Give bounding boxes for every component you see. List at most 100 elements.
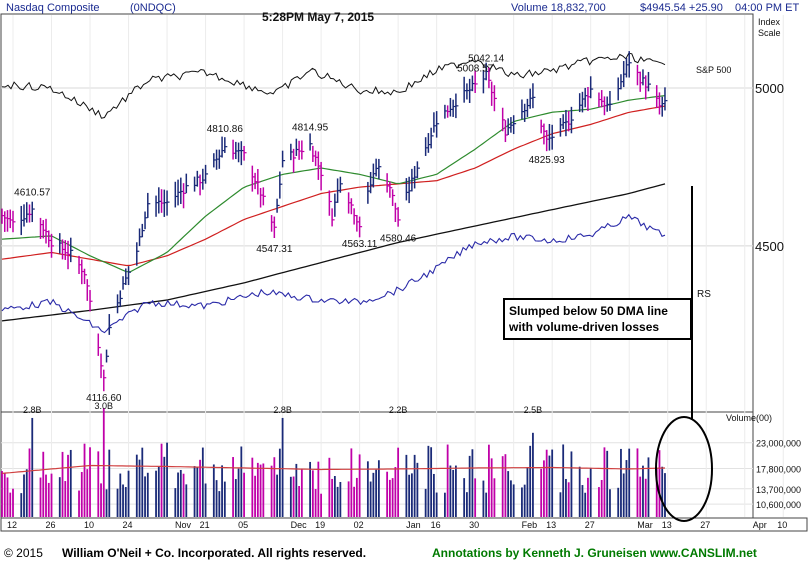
volume-bar bbox=[474, 478, 477, 517]
volume-bar bbox=[281, 417, 284, 517]
volume-bar bbox=[526, 467, 529, 517]
ma50-line bbox=[1, 95, 666, 273]
volume-bar bbox=[199, 459, 201, 517]
volume-bar bbox=[141, 447, 144, 517]
volume-bar bbox=[388, 479, 391, 517]
volume-bar bbox=[584, 492, 587, 517]
volume-bar bbox=[355, 477, 358, 517]
volume-bar bbox=[628, 448, 631, 517]
volume-bar bbox=[317, 461, 320, 517]
volume-bar bbox=[559, 492, 562, 517]
volume-bar bbox=[160, 443, 163, 517]
volume-bar bbox=[295, 463, 298, 517]
volume-bar bbox=[452, 469, 455, 517]
volume-bar bbox=[617, 487, 620, 517]
date-tick-label: 10 bbox=[84, 520, 94, 530]
date-tick-label: 12 bbox=[7, 520, 17, 530]
date-tick-label: 02 bbox=[354, 520, 364, 530]
price-label: 5008.57 bbox=[457, 63, 494, 74]
date-tick-label: 05 bbox=[238, 520, 248, 530]
volume-bar bbox=[416, 462, 419, 517]
volume-bar bbox=[58, 477, 61, 517]
volume-bar bbox=[177, 472, 179, 517]
volume-bar bbox=[490, 458, 493, 517]
date-tick-label: Dec bbox=[291, 520, 308, 530]
annotation-line-2: with volume-driven losses bbox=[508, 320, 659, 334]
volume-peak-label: 3.0B bbox=[95, 401, 114, 411]
volume-bar bbox=[435, 492, 438, 517]
volume-average-line bbox=[1, 464, 666, 474]
volume-bar bbox=[105, 489, 108, 517]
volume-bar bbox=[251, 457, 254, 517]
volume-tick-label: 23,000,000 bbox=[756, 439, 801, 449]
volume-bar bbox=[331, 478, 334, 517]
volume-bar bbox=[482, 480, 485, 517]
volume-bar bbox=[166, 442, 168, 517]
date-tick-label: 10 bbox=[777, 520, 787, 530]
volume-bar bbox=[298, 486, 300, 517]
volume-bar bbox=[493, 478, 496, 517]
volume-bar bbox=[31, 417, 34, 517]
volume-bar bbox=[12, 488, 14, 517]
volume-bar bbox=[144, 476, 146, 517]
volume-bar bbox=[455, 465, 457, 517]
volume-bar bbox=[647, 457, 650, 517]
volume-bar bbox=[69, 449, 72, 517]
volume-bar bbox=[25, 469, 28, 517]
price-label: 4814.95 bbox=[292, 123, 329, 134]
date-tick-label: Feb bbox=[522, 520, 538, 530]
price-panel-frame bbox=[0, 13, 754, 413]
price-label: 4610.57 bbox=[14, 187, 51, 198]
volume-bar bbox=[540, 468, 543, 517]
volume-bar bbox=[78, 490, 80, 517]
volume-bar bbox=[262, 463, 265, 517]
volume-bar bbox=[1, 471, 3, 517]
volume-bar bbox=[532, 432, 534, 517]
price-bars bbox=[1, 51, 668, 392]
volume-bar bbox=[620, 448, 622, 517]
date-tick-label: 26 bbox=[46, 520, 56, 530]
volume-bar bbox=[609, 489, 611, 517]
volume-peak-label: 2.5B bbox=[524, 405, 543, 415]
date-tick-label: 24 bbox=[123, 520, 133, 530]
price-change-readout: $4945.54 +25.90 bbox=[640, 2, 723, 14]
volume-bar bbox=[622, 473, 625, 517]
date-tick-label: 13 bbox=[662, 520, 672, 530]
index-scale-label: Index bbox=[758, 17, 781, 27]
volume-bar bbox=[339, 481, 342, 517]
volume-bar bbox=[664, 473, 666, 517]
date-tick-label: Nov bbox=[175, 520, 192, 530]
volume-bar bbox=[212, 464, 215, 517]
volume-bar bbox=[232, 457, 234, 517]
date-axis-frame bbox=[0, 517, 808, 532]
volume-bar bbox=[589, 467, 592, 517]
volume-bar bbox=[39, 477, 42, 517]
volume-bar bbox=[377, 460, 380, 517]
price-label: 4810.86 bbox=[207, 124, 244, 135]
volume-bar bbox=[193, 466, 196, 517]
volume-bar bbox=[468, 455, 471, 517]
volume-bar bbox=[655, 468, 658, 517]
volume-bar bbox=[587, 477, 589, 517]
index-name: Nasdaq Composite bbox=[6, 2, 100, 14]
volume-bar bbox=[157, 466, 160, 517]
volume-bar bbox=[567, 482, 570, 517]
date-tick-label: 21 bbox=[200, 520, 210, 530]
volume-bar bbox=[64, 481, 67, 517]
ma200-line bbox=[1, 183, 666, 322]
volume-bar bbox=[185, 484, 188, 517]
volume-bar bbox=[466, 492, 468, 517]
volume-bar bbox=[300, 468, 303, 517]
volume-bar bbox=[237, 468, 240, 517]
volume-bar bbox=[9, 492, 12, 517]
annotation-box bbox=[503, 298, 692, 340]
volume-bar bbox=[578, 466, 581, 517]
volume-bar bbox=[603, 447, 606, 517]
volume-bar bbox=[642, 465, 644, 517]
date-tick-label: 27 bbox=[585, 520, 595, 530]
volume-bar bbox=[273, 457, 276, 517]
volume-bar bbox=[548, 455, 551, 517]
volume-bar bbox=[20, 493, 23, 517]
